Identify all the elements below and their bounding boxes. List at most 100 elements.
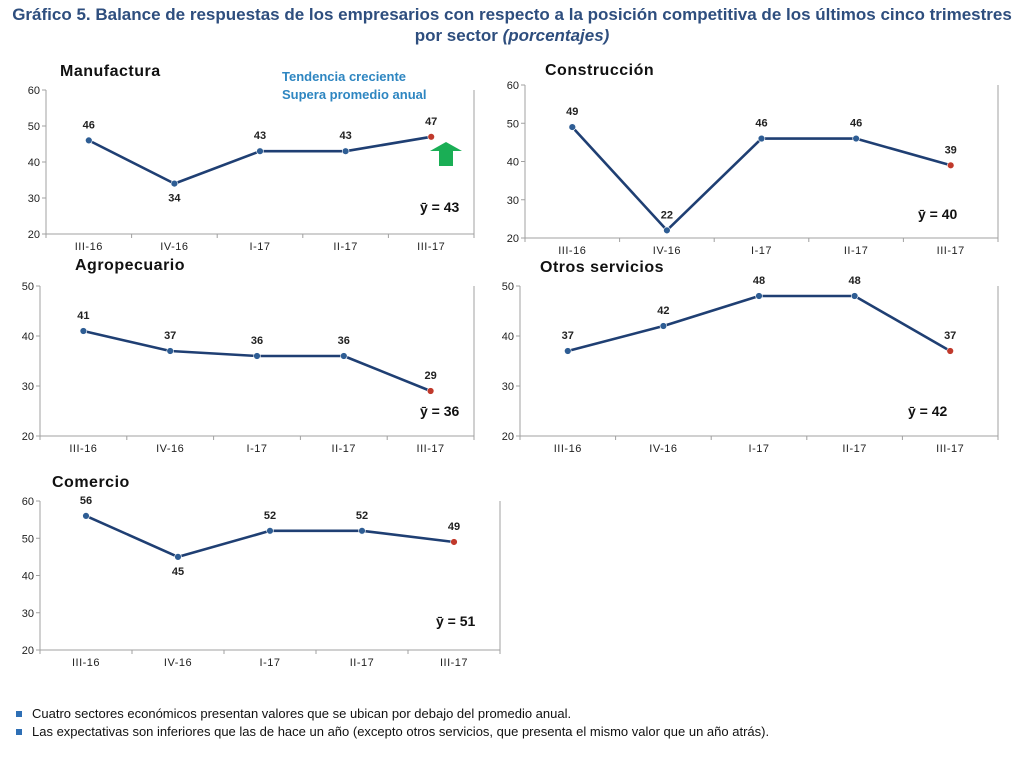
chart-agropecuario: 20 30 40 50 III-16 IV-16 I-17 II-17 III-17 41 37 36… [22,257,475,455]
y-tick-label: 30 [502,381,514,393]
x-tick-label: I-17 [247,443,268,455]
y-tick-label: 20 [502,431,514,443]
y-tick-label: 40 [22,571,34,583]
data-label: 34 [168,193,181,205]
data-point [85,136,93,145]
legend: Tendencia creciente Supera promedio anua… [282,69,462,166]
chart-title: Manufactura [60,63,161,80]
x-tick-label: III-17 [937,245,965,257]
data-point [79,327,88,335]
y-tick-label: 50 [22,281,34,293]
x-tick-label: III-16 [554,443,582,455]
data-label: 46 [83,119,95,131]
chart-title: Agropecuario [75,257,185,274]
data-point [426,387,435,395]
data-label: 36 [251,335,263,347]
average-label: ȳ = 36 [420,403,460,419]
data-point [757,134,766,143]
data-point [450,538,458,546]
data-point [659,322,668,330]
data-point [341,147,350,155]
y-tick-label: 40 [502,331,514,343]
data-point [82,512,90,520]
data-point [850,292,859,300]
y-tick-label: 60 [22,496,34,508]
data-label: 46 [755,118,767,130]
main-title-units: (porcentajes) [502,26,610,45]
note-item: Las expectativas son inferiores que las … [14,723,1014,741]
data-label: 37 [944,330,956,342]
x-tick-label: IV-16 [164,657,192,669]
x-tick-label: IV-16 [653,245,681,257]
data-label: 52 [264,510,276,522]
data-point [170,179,179,188]
data-point [266,527,274,535]
data-label: 29 [424,370,436,382]
data-label: 49 [566,106,578,118]
series-line [571,126,952,232]
data-point [340,352,348,360]
x-tick-label: I-17 [749,443,770,455]
chart-title: Otros servicios [540,259,664,276]
y-tick-label: 30 [22,381,34,393]
chart-construcci-n: 20 30 40 50 60 III-16 IV-16 I-17 II-17 III-17 49 22… [507,62,999,257]
chart-main-title: Gráfico 5. Balance de respuestas de los … [0,4,1024,46]
data-point [946,161,955,170]
data-label: 56 [80,495,92,507]
data-label: 37 [562,330,574,342]
series-line [88,135,432,185]
data-point [663,226,671,235]
x-tick-label: II-17 [333,241,358,253]
average-label: ȳ = 51 [436,613,476,629]
x-tick-label: III-17 [936,443,964,455]
data-point [256,147,264,155]
data-point [166,347,174,355]
x-tick-label: IV-16 [649,443,677,455]
y-tick-label: 20 [22,645,34,657]
data-label: 37 [164,330,176,342]
x-tick-label: I-17 [250,241,271,253]
x-tick-label: II-17 [844,245,869,257]
data-point [174,553,182,561]
x-tick-label: III-16 [558,245,586,257]
x-tick-label: III-16 [75,241,103,253]
y-tick-label: 30 [22,608,34,620]
x-tick-label: I-17 [260,657,281,669]
y-tick-label: 60 [28,85,40,97]
data-point [568,123,576,131]
chart-manufactura: 20 30 40 50 60 III-16 IV-16 I-17 II-17 III-17 46 34… [28,63,475,253]
x-tick-label: III-17 [417,443,445,455]
y-tick-label: 50 [507,118,519,130]
data-point [358,527,366,535]
series-line [567,294,951,353]
data-label: 36 [338,335,350,347]
main-title-text: Gráfico 5. Balance de respuestas de los … [12,5,1012,45]
y-tick-label: 20 [28,229,40,241]
x-tick-label: III-16 [69,443,97,455]
up-arrow-icon [430,142,462,166]
x-tick-label: II-17 [842,443,867,455]
data-label: 22 [661,209,673,221]
data-label: 39 [945,144,957,156]
average-label: ȳ = 43 [420,199,460,215]
x-tick-label: I-17 [751,245,772,257]
x-tick-label: IV-16 [160,241,188,253]
x-tick-label: II-17 [332,443,357,455]
data-point [427,133,435,141]
y-tick-label: 50 [502,281,514,293]
data-label: 48 [848,275,860,287]
legend-line-2: Supera promedio anual [282,87,426,102]
data-point [564,347,572,355]
x-tick-label: IV-16 [156,443,184,455]
x-tick-label: III-16 [72,657,100,669]
data-point [852,134,860,143]
series-line [85,514,455,559]
data-point [946,347,954,355]
data-label: 45 [172,566,184,578]
data-label: 49 [448,521,460,533]
charts-canvas: Tendencia creciente Supera promedio anua… [22,62,999,669]
data-label: 41 [77,310,89,322]
y-tick-label: 30 [28,193,40,205]
y-tick-label: 20 [22,431,34,443]
chart-otros-servicios: 20 30 40 50 III-16 IV-16 I-17 II-17 III-17 37 42 48… [502,259,999,455]
